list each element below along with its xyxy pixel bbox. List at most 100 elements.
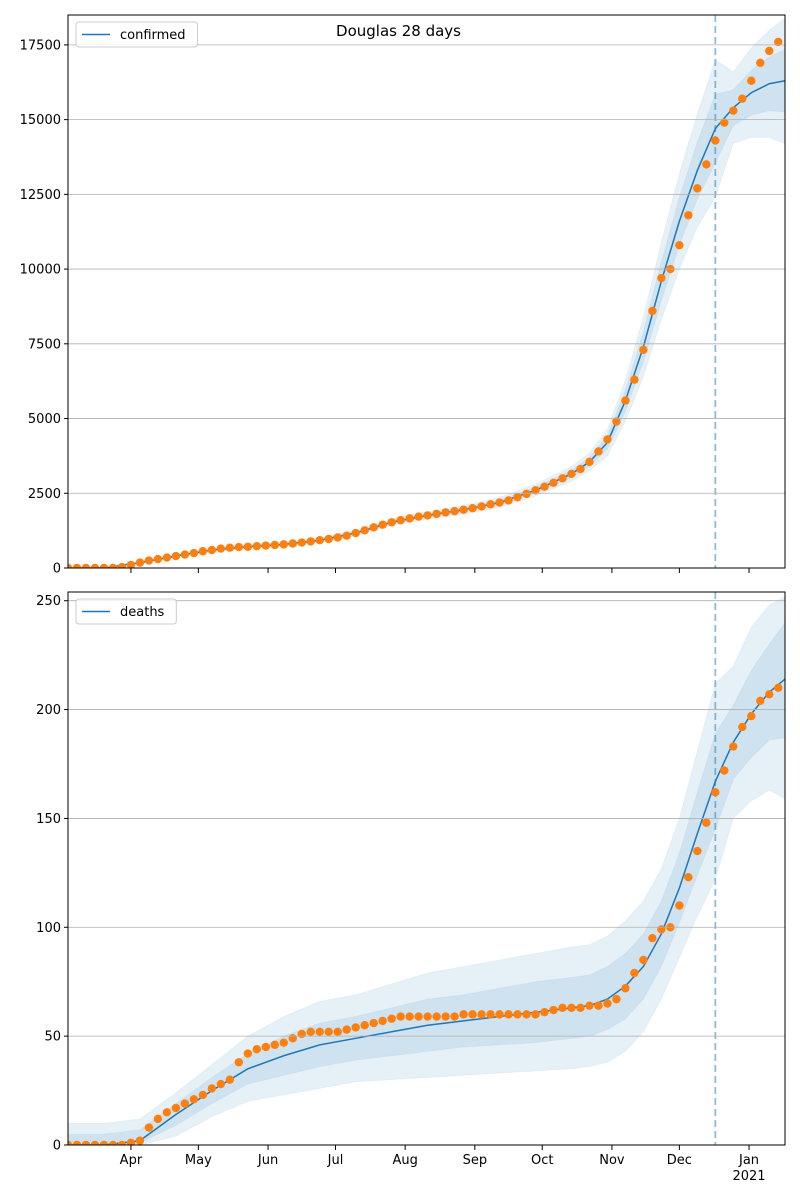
observed-point xyxy=(747,76,756,85)
observed-point xyxy=(108,563,118,568)
observed-point xyxy=(720,766,729,775)
observed-point xyxy=(693,846,702,856)
plot-area xyxy=(68,15,785,568)
observed-point xyxy=(738,722,747,732)
observed-point xyxy=(486,500,495,509)
observed-point xyxy=(324,1027,333,1036)
observed-point xyxy=(513,492,522,502)
observed-point xyxy=(270,1040,279,1050)
observed-point xyxy=(486,1010,495,1019)
y-tick-label: 17500 xyxy=(20,38,61,53)
observed-point xyxy=(558,474,567,483)
legend-label: confirmed xyxy=(120,28,186,43)
observed-point xyxy=(414,1012,423,1021)
observed-point xyxy=(333,1027,342,1036)
observed-point xyxy=(297,538,306,547)
observed-point xyxy=(594,1001,603,1010)
observed-point xyxy=(144,1123,154,1132)
observed-point xyxy=(441,508,450,517)
observed-point xyxy=(270,540,279,550)
observed-point xyxy=(117,1140,127,1145)
observed-point xyxy=(162,553,172,562)
observed-point xyxy=(630,968,639,978)
observed-point xyxy=(162,1108,172,1117)
observed-point xyxy=(450,507,459,516)
observed-point xyxy=(423,511,432,520)
observed-point xyxy=(639,955,648,965)
observed-point xyxy=(216,1079,226,1089)
observed-point xyxy=(99,563,109,568)
observed-point xyxy=(432,1012,441,1021)
observed-point xyxy=(198,547,208,556)
observed-point xyxy=(333,533,342,542)
observed-point xyxy=(531,486,540,495)
y-tick-label: 250 xyxy=(36,594,61,609)
legend: confirmed xyxy=(75,21,199,48)
observed-point xyxy=(585,1001,594,1010)
observed-point xyxy=(288,539,297,548)
observed-point xyxy=(360,1021,369,1030)
observed-point xyxy=(558,1003,567,1013)
y-tick-label: 15000 xyxy=(20,113,61,128)
observed-point xyxy=(90,563,100,568)
observed-point xyxy=(342,1025,351,1034)
legend-label: deaths xyxy=(120,605,165,620)
observed-point xyxy=(612,994,621,1004)
observed-point xyxy=(702,160,711,169)
x-tick-label: Apr xyxy=(120,1153,143,1168)
observed-point xyxy=(702,818,711,827)
observed-point xyxy=(774,683,783,692)
observed-point xyxy=(684,873,693,882)
observed-point xyxy=(531,1010,540,1019)
observed-point xyxy=(648,306,657,316)
observed-point xyxy=(459,1010,468,1019)
observed-point xyxy=(540,482,549,491)
observed-point xyxy=(549,478,558,488)
observed-point xyxy=(225,543,235,552)
observed-point xyxy=(351,1023,360,1032)
observed-point xyxy=(729,106,738,115)
observed-point xyxy=(369,1018,378,1028)
observed-point xyxy=(468,1010,477,1019)
y-tick-label: 10000 xyxy=(20,263,61,278)
observed-point xyxy=(522,1010,531,1019)
y-tick-label: 100 xyxy=(36,921,61,936)
observed-point xyxy=(477,1010,486,1019)
observed-point xyxy=(315,1027,324,1036)
observed-point xyxy=(68,1140,73,1145)
observed-point xyxy=(765,690,774,699)
observed-point xyxy=(306,1027,315,1036)
observed-point xyxy=(135,1136,145,1145)
x-tick-label: Nov xyxy=(599,1153,625,1168)
observed-point xyxy=(684,211,693,220)
x-tick-label: Jan 2021 xyxy=(732,1153,765,1184)
observed-point xyxy=(369,523,378,532)
observed-point xyxy=(234,1058,244,1067)
y-tick-label: 12500 xyxy=(20,188,61,203)
observed-point xyxy=(567,1003,576,1013)
confidence-band xyxy=(68,621,785,1145)
observed-point xyxy=(252,1045,262,1054)
observed-point xyxy=(567,469,576,479)
observed-point xyxy=(153,554,163,564)
observed-point xyxy=(711,136,720,145)
observed-point xyxy=(252,541,262,551)
axes-frame xyxy=(67,14,786,569)
plot-area xyxy=(68,592,785,1145)
observed-point xyxy=(180,550,190,559)
x-tick-label: May xyxy=(185,1153,212,1168)
observed-point xyxy=(81,1140,91,1145)
observed-point xyxy=(243,1049,253,1058)
observed-point xyxy=(747,711,756,721)
observed-point xyxy=(693,184,702,193)
observed-point xyxy=(621,396,630,405)
observed-point xyxy=(135,558,145,567)
observed-point xyxy=(351,528,360,538)
observed-point xyxy=(405,514,414,523)
x-tick-label: Oct xyxy=(531,1153,553,1168)
y-tick-label: 0 xyxy=(53,1139,61,1154)
observed-point xyxy=(396,515,405,525)
confidence-band xyxy=(68,17,785,568)
observed-point xyxy=(774,37,783,47)
observed-point xyxy=(576,464,585,474)
